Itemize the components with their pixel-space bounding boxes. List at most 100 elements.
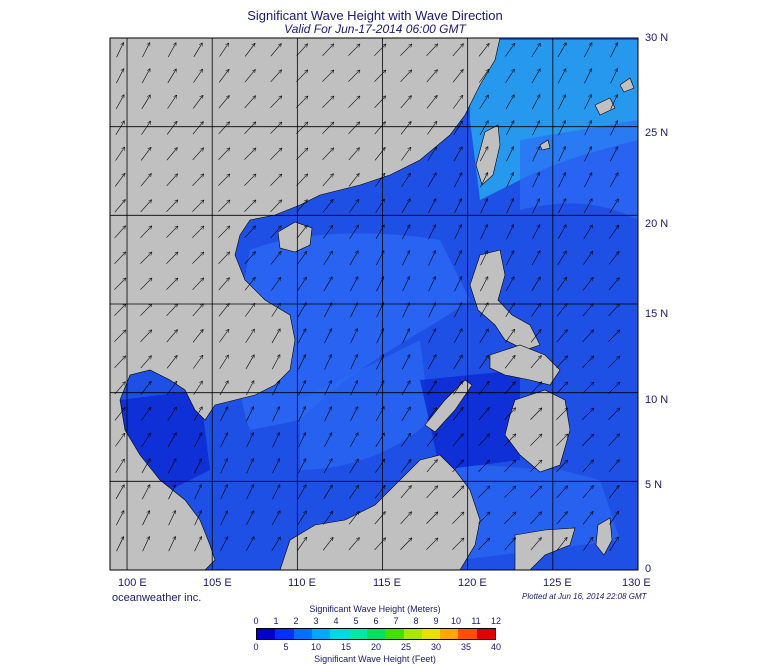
wave-arrow	[453, 95, 462, 109]
wave-arrow	[426, 512, 437, 524]
wave-arrow	[297, 277, 307, 291]
wave-arrow	[271, 303, 281, 317]
wave-arrow	[167, 43, 176, 58]
wave-arrow	[244, 174, 255, 186]
wave-arrow	[166, 226, 177, 238]
wave-arrow	[348, 174, 359, 187]
wave-arrow	[116, 43, 124, 58]
wave-arrow	[428, 303, 436, 318]
wave-arrow	[530, 382, 542, 395]
colorbar-swatch	[293, 629, 312, 639]
wave-arrow	[114, 382, 125, 395]
wave-arrow	[557, 43, 566, 58]
wave-arrow	[324, 303, 331, 318]
wave-arrow	[374, 148, 385, 161]
colorbar-feet-tick: 15	[340, 642, 352, 652]
wave-arrow	[452, 512, 463, 524]
wave-arrow	[557, 251, 566, 265]
land-taiwan	[475, 124, 501, 186]
wave-arrow	[531, 277, 540, 291]
wave-arrow	[531, 43, 541, 57]
wave-arrow	[166, 252, 177, 264]
wave-arrow	[609, 537, 618, 551]
wave-arrow	[116, 537, 123, 552]
land-hainan	[277, 221, 313, 253]
wave-arrow	[322, 200, 333, 213]
wave-arrow	[428, 329, 435, 344]
wave-arrow	[322, 174, 333, 187]
wave-arrow	[374, 538, 386, 551]
colorbar-swatch	[440, 629, 459, 639]
sea-band-light-south	[300, 340, 430, 470]
lat-label-20n: 20 N	[645, 218, 669, 230]
wave-arrow	[350, 407, 357, 422]
wave-arrow	[427, 173, 436, 188]
wave-arrow	[506, 251, 513, 266]
wave-arrow	[323, 459, 332, 474]
wave-arrow	[270, 96, 281, 108]
wave-arrow	[452, 460, 464, 473]
wave-arrow	[454, 173, 461, 188]
wave-arrow	[402, 303, 410, 318]
wave-arrow	[401, 381, 410, 396]
wave-arrow	[220, 407, 227, 422]
wave-arrow	[532, 173, 540, 188]
colorbar-swatch	[348, 629, 367, 639]
wave-arrow	[246, 381, 253, 396]
wave-arrow	[322, 70, 333, 82]
wave-arrow	[582, 382, 593, 394]
lon-label-100e: 100 E	[118, 577, 147, 589]
colorbar-meter-tick: 9	[433, 616, 439, 626]
map-frame	[109, 37, 639, 571]
wave-arrow	[349, 199, 358, 213]
wave-arrow	[322, 96, 333, 108]
wave-arrow	[556, 382, 567, 394]
wave-arrow	[114, 252, 125, 264]
wave-arrow	[168, 485, 175, 500]
wave-arrow	[296, 200, 307, 213]
wave-arrow	[246, 433, 254, 448]
wave-arrow	[270, 252, 281, 265]
wave-arrow	[376, 355, 384, 370]
wave-arrow	[322, 148, 334, 161]
colorbar-meter-tick: 3	[313, 616, 319, 626]
wave-arrow	[374, 512, 385, 525]
wave-arrow	[218, 122, 230, 135]
wave-arrow	[453, 121, 463, 135]
wave-arrow	[166, 356, 177, 369]
wave-arrow	[584, 173, 591, 188]
wave-arrow	[349, 485, 358, 499]
colorbar-feet-tick: 0	[253, 642, 259, 652]
lat-label-0: 0	[645, 563, 652, 575]
wave-arrow	[115, 147, 125, 161]
sea-band-light	[238, 233, 470, 430]
wave-arrow	[296, 122, 307, 134]
wave-arrow	[582, 486, 593, 499]
wave-arrow	[349, 459, 358, 473]
wave-arrow	[584, 43, 591, 58]
wave-arrow	[400, 96, 411, 109]
wave-arrow	[245, 303, 254, 317]
wave-arrow	[114, 304, 125, 316]
wave-arrow	[583, 225, 592, 239]
wave-arrow	[478, 512, 489, 524]
wave-arrow	[454, 277, 462, 292]
wave-arrow	[115, 95, 124, 110]
wave-arrow	[271, 277, 280, 291]
wave-arrow	[609, 225, 618, 239]
wave-arrow	[532, 225, 539, 240]
wave-arrow	[140, 226, 151, 238]
wave-arrow	[350, 355, 358, 370]
wave-arrow	[505, 43, 514, 57]
wave-arrow	[531, 69, 540, 84]
plotted-timestamp: Plotted at Jun 16, 2014 22:08 GMT	[522, 592, 647, 601]
wave-arrow	[350, 329, 358, 344]
lon-label-130e: 130 E	[622, 577, 651, 589]
wave-arrow	[608, 434, 620, 447]
wave-arrow	[400, 70, 412, 83]
wave-arrow	[454, 251, 462, 266]
colorbar-swatch	[421, 629, 441, 639]
wave-arrow	[350, 303, 357, 318]
wave-arrow	[270, 44, 281, 57]
wave-arrow	[116, 511, 123, 526]
